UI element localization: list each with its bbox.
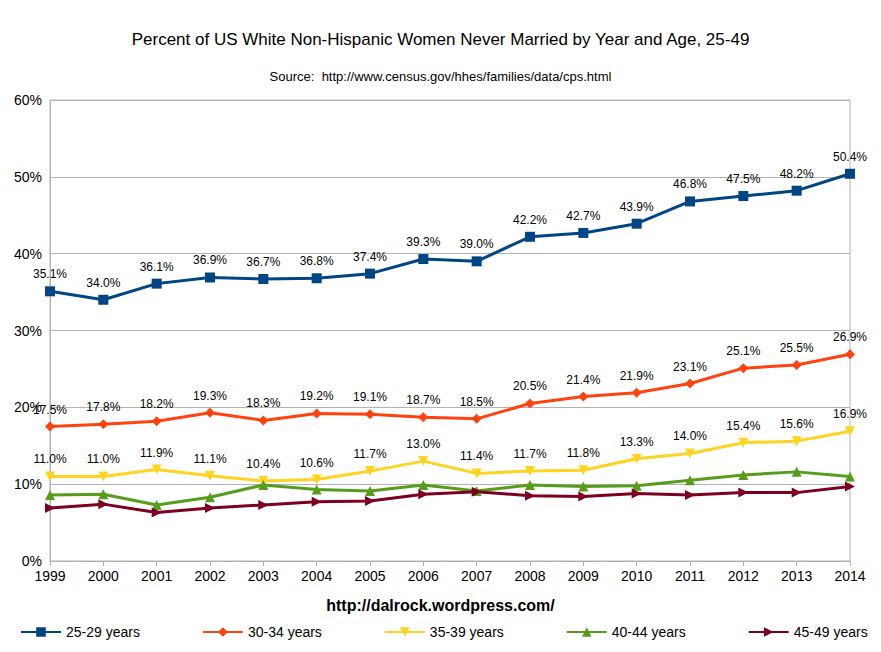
svg-text:50%: 50% <box>14 169 42 185</box>
svg-text:1999: 1999 <box>34 568 65 584</box>
svg-text:46.8%: 46.8% <box>673 177 707 191</box>
svg-text:Source: http://www.census.gov: Source: http://www.census.gov/hhes/famil… <box>270 69 612 84</box>
svg-text:50.4%: 50.4% <box>833 150 867 164</box>
svg-text:25-29 years: 25-29 years <box>66 624 140 640</box>
svg-text:17.5%: 17.5% <box>33 403 67 417</box>
svg-text:30%: 30% <box>14 323 42 339</box>
svg-text:0%: 0% <box>22 553 42 569</box>
svg-text:10.4%: 10.4% <box>246 457 280 471</box>
svg-text:39.0%: 39.0% <box>460 237 494 251</box>
svg-text:11.1%: 11.1% <box>193 452 226 466</box>
svg-text:37.4%: 37.4% <box>353 250 387 264</box>
svg-text:42.7%: 42.7% <box>566 209 600 223</box>
svg-text:11.9%: 11.9% <box>140 446 173 460</box>
svg-text:13.0%: 13.0% <box>406 437 440 451</box>
svg-text:19.2%: 19.2% <box>300 389 334 403</box>
svg-text:35-39 years: 35-39 years <box>430 624 504 640</box>
svg-text:15.6%: 15.6% <box>780 417 814 431</box>
svg-text:2014: 2014 <box>834 568 865 584</box>
svg-text:36.1%: 36.1% <box>140 260 174 274</box>
svg-text:10.6%: 10.6% <box>300 456 334 470</box>
svg-text:36.8%: 36.8% <box>300 254 334 268</box>
svg-text:25.5%: 25.5% <box>780 341 814 355</box>
svg-text:36.9%: 36.9% <box>193 253 227 267</box>
svg-text:40-44 years: 40-44 years <box>612 624 686 640</box>
svg-text:2003: 2003 <box>248 568 279 584</box>
svg-text:19.3%: 19.3% <box>193 389 227 403</box>
svg-text:10%: 10% <box>14 476 42 492</box>
svg-text:2005: 2005 <box>354 568 385 584</box>
svg-text:11.7%: 11.7% <box>353 447 386 461</box>
svg-text:2007: 2007 <box>461 568 492 584</box>
svg-text:21.9%: 21.9% <box>620 369 654 383</box>
svg-text:36.7%: 36.7% <box>246 255 280 269</box>
svg-text:23.1%: 23.1% <box>673 360 707 374</box>
svg-text:20%: 20% <box>14 399 42 416</box>
svg-text:39.3%: 39.3% <box>406 235 440 249</box>
svg-text:42.2%: 42.2% <box>513 213 547 227</box>
svg-text:2006: 2006 <box>408 568 439 584</box>
svg-text:18.7%: 18.7% <box>406 393 440 407</box>
svg-text:18.3%: 18.3% <box>246 396 280 410</box>
svg-text:17.8%: 17.8% <box>86 400 120 414</box>
svg-text:35.1%: 35.1% <box>33 267 67 281</box>
svg-text:2012: 2012 <box>728 568 759 584</box>
svg-text:Percent of US White Non-Hispan: Percent of US White Non-Hispanic Women N… <box>132 30 750 49</box>
svg-text:2009: 2009 <box>568 568 599 584</box>
svg-text:16.9%: 16.9% <box>833 407 867 421</box>
svg-text:48.2%: 48.2% <box>780 167 814 181</box>
svg-text:2011: 2011 <box>675 568 705 584</box>
svg-text:11.0%: 11.0% <box>33 452 66 466</box>
svg-text:18.2%: 18.2% <box>140 397 174 411</box>
svg-text:60%: 60% <box>14 92 42 108</box>
svg-text:20.5%: 20.5% <box>513 379 547 393</box>
svg-text:2010: 2010 <box>621 568 652 584</box>
svg-text:http://dalrock.wordpress.com/: http://dalrock.wordpress.com/ <box>326 597 555 614</box>
svg-text:2013: 2013 <box>781 568 812 584</box>
svg-text:11.8%: 11.8% <box>567 446 600 460</box>
svg-text:47.5%: 47.5% <box>726 172 760 186</box>
svg-text:2008: 2008 <box>514 568 545 584</box>
svg-text:11.4%: 11.4% <box>460 449 493 463</box>
svg-text:19.1%: 19.1% <box>353 390 387 404</box>
svg-text:14.0%: 14.0% <box>673 429 707 443</box>
svg-text:2001: 2001 <box>141 568 172 584</box>
svg-text:26.9%: 26.9% <box>833 330 867 344</box>
svg-text:18.5%: 18.5% <box>460 395 494 409</box>
svg-text:2004: 2004 <box>301 568 332 584</box>
svg-text:11.0%: 11.0% <box>87 452 120 466</box>
svg-text:43.9%: 43.9% <box>620 200 654 214</box>
svg-text:21.4%: 21.4% <box>566 373 600 387</box>
svg-text:2002: 2002 <box>194 568 225 584</box>
svg-text:30-34 years: 30-34 years <box>248 624 322 640</box>
svg-text:25.1%: 25.1% <box>726 344 760 358</box>
svg-text:34.0%: 34.0% <box>86 276 120 290</box>
svg-text:2000: 2000 <box>88 568 119 584</box>
svg-text:45-49 years: 45-49 years <box>794 624 868 640</box>
svg-text:40%: 40% <box>14 246 42 262</box>
svg-text:15.4%: 15.4% <box>726 419 760 433</box>
svg-text:13.3%: 13.3% <box>620 435 654 449</box>
svg-text:11.7%: 11.7% <box>513 447 546 461</box>
